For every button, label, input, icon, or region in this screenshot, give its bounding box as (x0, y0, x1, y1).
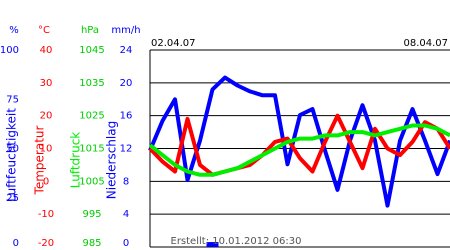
y-tick-label: 75 (6, 94, 19, 105)
footer: Erstellt: 10.01.2012 06:30 (171, 236, 302, 247)
y-tick-label: 1005 (79, 176, 104, 187)
legend-label: Temperatur (33, 125, 47, 195)
data-line (148, 123, 450, 177)
y-tick-label: 20 (40, 111, 53, 122)
data-line (148, 113, 450, 177)
y-tick-label: 16 (120, 111, 133, 122)
y-tick-label: 1025 (79, 111, 104, 122)
y-tick-label: 100 (0, 45, 19, 56)
y-tick-label: 12 (120, 144, 133, 155)
axis-unit: % (9, 25, 19, 36)
y-tick-label: 995 (82, 209, 101, 220)
legend-label: Luftfeuchtigkeit (5, 108, 19, 202)
y-tick-label: 4 (123, 209, 129, 220)
y-tick-label: 985 (82, 238, 101, 249)
axis-unit: mm/h (111, 25, 140, 36)
y-tick-label: 1045 (79, 45, 104, 56)
date-start: 02.04.07 (151, 38, 196, 49)
y-tick-label: -10 (38, 209, 54, 220)
y-tick-label: 0 (43, 176, 49, 187)
legend-label: Niederschlag (105, 121, 119, 199)
legend-label: Luftdruck (69, 132, 83, 189)
data-line (148, 75, 450, 208)
y-tick-label: -20 (38, 238, 54, 249)
y-tick-label: 40 (40, 45, 53, 56)
y-tick-label: 50 (6, 144, 19, 155)
y-tick-label: 0 (123, 238, 129, 249)
y-tick-label: 24 (120, 45, 133, 56)
y-tick-label: 10 (40, 144, 53, 155)
y-tick-label: 1035 (79, 78, 104, 89)
y-tick-label: 0 (13, 238, 19, 249)
y-tick-label: 8 (123, 176, 129, 187)
y-tick-label: 1015 (79, 144, 104, 155)
axis-unit: °C (38, 25, 50, 36)
y-tick-label: 20 (120, 78, 133, 89)
y-tick-label: 30 (40, 78, 53, 89)
axis-unit: hPa (81, 25, 99, 36)
date-end: 08.04.07 (403, 38, 448, 49)
precip-bar (206, 242, 219, 247)
y-tick-label: 25 (6, 193, 19, 204)
